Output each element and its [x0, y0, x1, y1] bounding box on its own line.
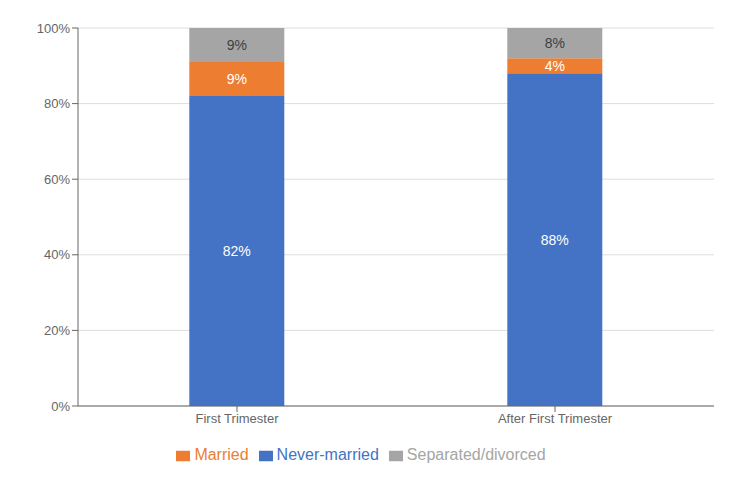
svg-text:9%: 9% — [227, 37, 247, 53]
html-text:Married: Married — [194, 446, 249, 463]
svg-text:100%: 100% — [37, 21, 71, 36]
html-text:Separated/divorced: Separated/divorced — [406, 446, 546, 463]
svg-text:0%: 0% — [51, 399, 70, 414]
svg-text:8%: 8% — [545, 35, 565, 51]
svg-text:First Trimester: First Trimester — [195, 411, 279, 426]
svg-text:4%: 4% — [545, 58, 565, 74]
html-text:Never-married: Never-married — [276, 446, 379, 463]
svg-text:60%: 60% — [44, 172, 70, 187]
svg-text:9%: 9% — [227, 71, 247, 87]
svg-text:20%: 20% — [44, 323, 70, 338]
svg-text:88%: 88% — [541, 232, 569, 248]
svg-text:82%: 82% — [223, 243, 251, 259]
svg-text:40%: 40% — [44, 247, 70, 262]
svg-text:80%: 80% — [44, 96, 70, 111]
svg-text:After First Trimester: After First Trimester — [498, 411, 613, 426]
